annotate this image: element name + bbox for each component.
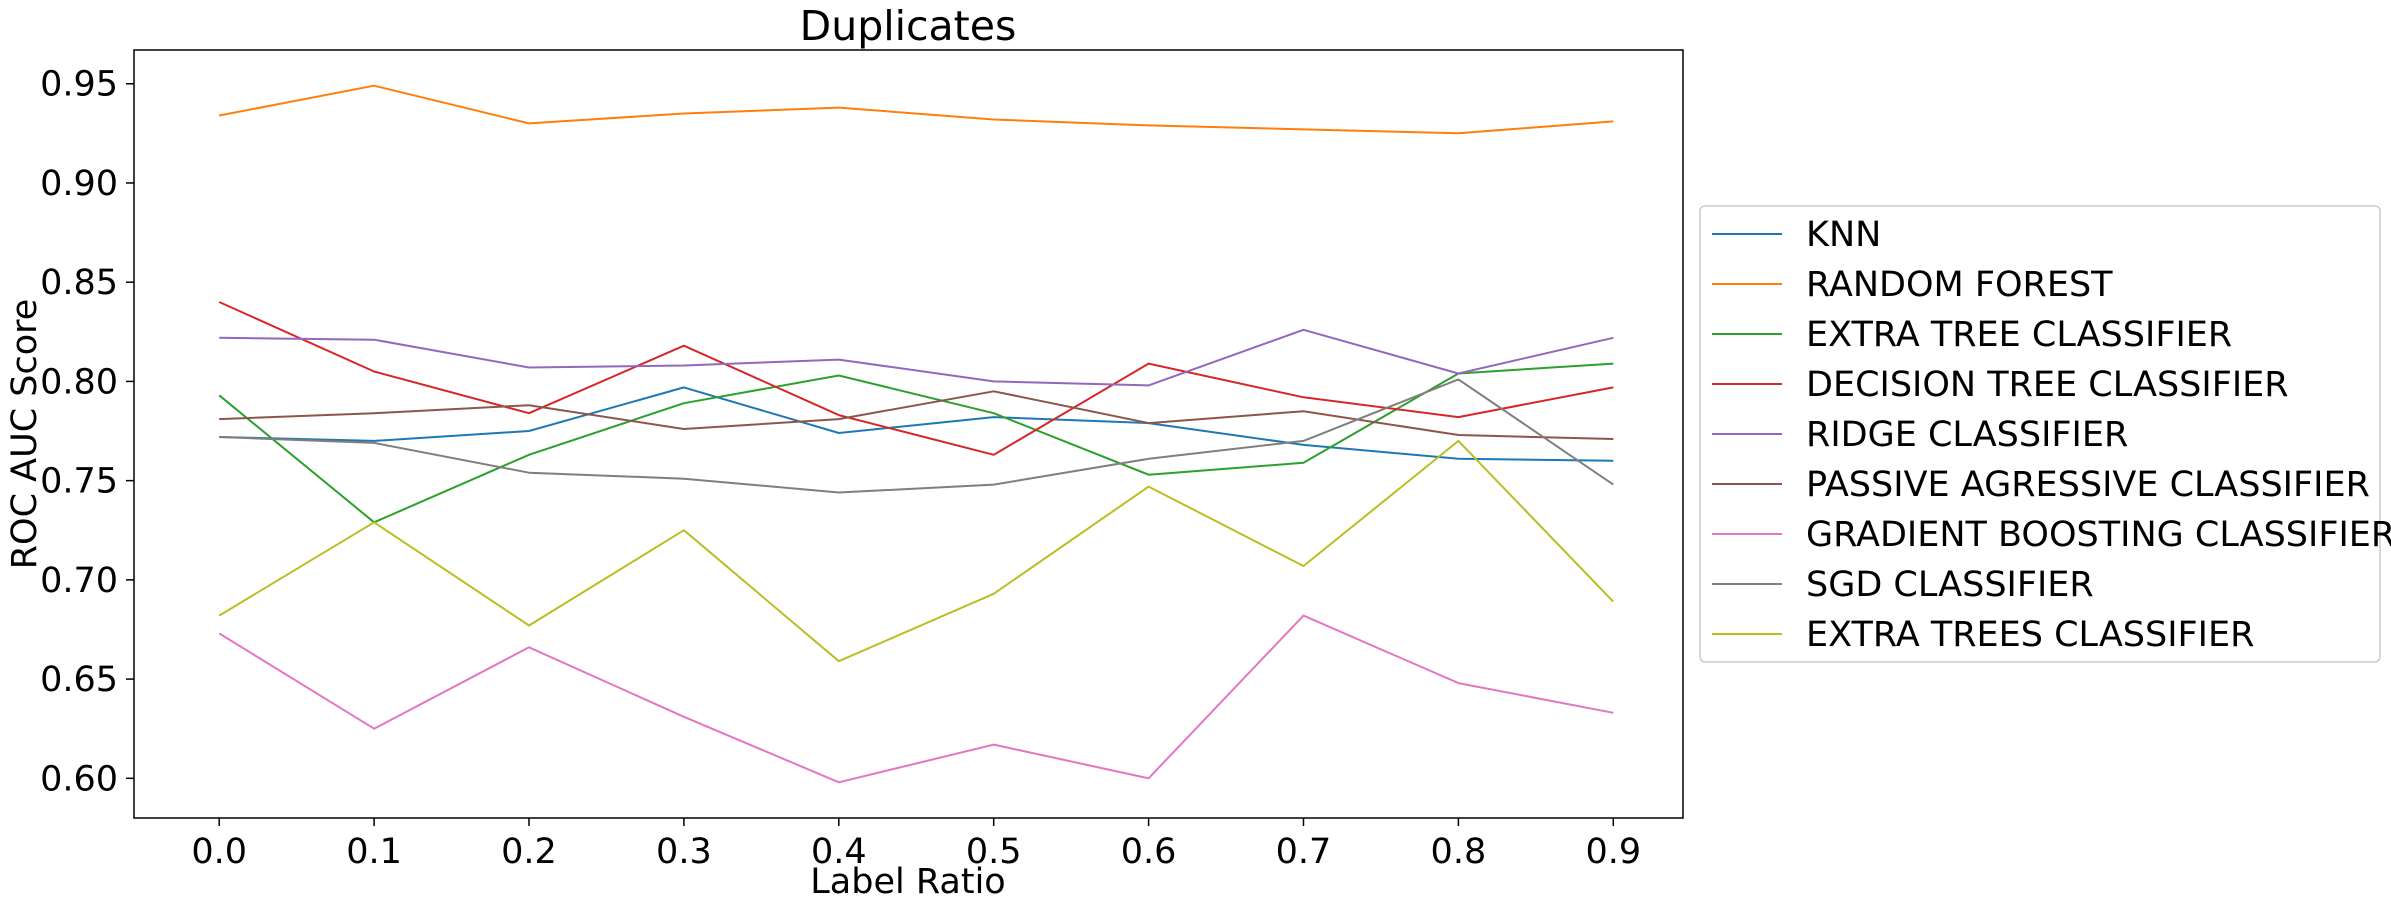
y-tick-label: 0.85 bbox=[40, 263, 118, 303]
series-lines bbox=[218, 84, 1615, 784]
x-tick-label: 0.8 bbox=[1431, 832, 1487, 872]
x-tick-label: 0.0 bbox=[191, 832, 247, 872]
x-tick-label: 0.5 bbox=[966, 832, 1022, 872]
x-axis-label: Label Ratio bbox=[810, 862, 1005, 902]
legend-label: RANDOM FOREST bbox=[1806, 265, 2113, 305]
y-tick-label: 0.80 bbox=[40, 362, 118, 402]
legend-label: EXTRA TREES CLASSIFIER bbox=[1806, 615, 2254, 655]
y-tick-label: 0.95 bbox=[40, 65, 118, 105]
legend-label: GRADIENT BOOSTING CLASSIFIER bbox=[1806, 515, 2391, 555]
x-tick-label: 0.2 bbox=[501, 832, 557, 872]
legend-label: EXTRA TREE CLASSIFIER bbox=[1806, 315, 2232, 355]
y-tick-label: 0.75 bbox=[40, 462, 118, 502]
x-tick-label: 0.9 bbox=[1585, 832, 1641, 872]
series-line-gradient-boosting-classifier bbox=[218, 614, 1614, 784]
x-tick-label: 0.4 bbox=[811, 832, 867, 872]
series-line-random-forest bbox=[219, 84, 1614, 135]
series-line-sgd-classifier bbox=[219, 378, 1614, 494]
legend: KNN RANDOM FOREST EXTRA TREE CLASSIFIER DEC… bbox=[1699, 205, 2391, 663]
x-tick-label: 0.3 bbox=[656, 832, 712, 872]
series-line-passive-agressive-classifier bbox=[219, 390, 1614, 440]
plot-area-frame bbox=[133, 49, 1684, 819]
series-line-extra-tree-classifier bbox=[218, 362, 1614, 524]
y-tick-label: 0.70 bbox=[40, 561, 118, 601]
legend-frame bbox=[1699, 205, 2381, 663]
series-line-extra-trees-classifier bbox=[218, 439, 1615, 663]
y-tick-label: 0.90 bbox=[40, 164, 118, 204]
legend-label: KNN bbox=[1806, 215, 1881, 255]
x-axis-ticks: 0.0 0.1 0.2 0.3 0.4 0.5 0.6 0.7 0.8 0.9 bbox=[191, 818, 1641, 872]
x-tick-label: 0.1 bbox=[346, 832, 402, 872]
legend-label: SGD CLASSIFIER bbox=[1806, 565, 2094, 605]
legend-label: DECISION TREE CLASSIFIER bbox=[1806, 365, 2289, 405]
y-tick-label: 0.65 bbox=[40, 660, 118, 700]
x-tick-label: 0.7 bbox=[1276, 832, 1332, 872]
series-line-knn bbox=[219, 386, 1614, 462]
y-axis-ticks: 0.60 0.65 0.70 0.75 0.80 0.85 0.90 0.95 bbox=[40, 65, 134, 799]
y-axis-label: ROC AUC Score bbox=[5, 299, 45, 570]
chart-title: Duplicates bbox=[800, 2, 1017, 50]
series-line-decision-tree-classifier bbox=[218, 301, 1614, 456]
y-tick-label: 0.60 bbox=[40, 759, 118, 799]
x-tick-label: 0.6 bbox=[1121, 832, 1177, 872]
series-line-ridge-classifier bbox=[219, 328, 1614, 387]
legend-label: RIDGE CLASSIFIER bbox=[1806, 415, 2128, 455]
legend-label: PASSIVE AGRESSIVE CLASSIFIER bbox=[1806, 465, 2370, 505]
